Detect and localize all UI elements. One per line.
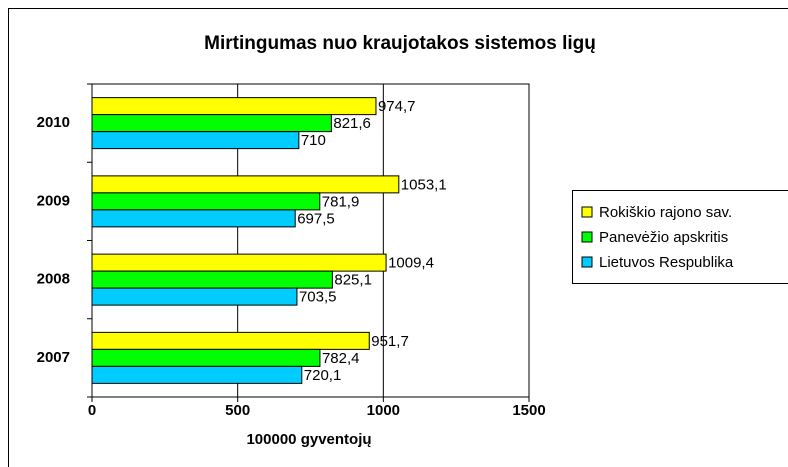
bar (91, 209, 296, 228)
legend-label: Panevėžio apskritis (599, 229, 728, 246)
legend-label: Lietuvos Respublika (599, 254, 734, 271)
legend-swatch (581, 206, 593, 218)
data-label: 697,5 (297, 210, 335, 227)
bar (91, 131, 300, 150)
bar (91, 253, 387, 272)
data-label: 1053,1 (401, 176, 447, 193)
y-tick-label: 2008 (37, 271, 70, 288)
y-tick-label: 2007 (37, 349, 70, 366)
chart-title: Mirtingumas nuo kraujotakos sistemos lig… (204, 33, 596, 54)
data-label: 951,7 (371, 333, 409, 350)
x-tick-label: 1500 (512, 402, 545, 419)
bar (91, 331, 370, 350)
bar (91, 114, 332, 133)
data-label: 1009,4 (388, 255, 434, 272)
legend-swatch (581, 231, 593, 243)
data-label: 720,1 (304, 367, 342, 384)
bar (91, 192, 321, 211)
bar (91, 348, 321, 367)
bar (91, 270, 333, 289)
x-axis-title: 100000 gyventojų (246, 431, 371, 448)
data-label: 974,7 (378, 98, 416, 115)
bar (91, 287, 298, 306)
bar (91, 97, 377, 116)
x-tick-label: 500 (225, 402, 250, 419)
bar (91, 175, 400, 194)
data-label: 821,6 (333, 115, 371, 132)
y-tick-label: 2010 (37, 114, 70, 131)
data-label: 710 (301, 132, 326, 149)
data-label: 703,5 (299, 289, 337, 306)
legend-swatch (581, 256, 593, 268)
legend (572, 190, 788, 284)
data-label: 781,9 (322, 193, 360, 210)
legend-label: Rokiškio rajono sav. (599, 204, 732, 221)
bar (91, 365, 303, 384)
data-label: 825,1 (334, 272, 372, 289)
y-tick-label: 2009 (37, 192, 70, 209)
data-label: 782,4 (322, 350, 360, 367)
x-tick-label: 1000 (367, 402, 400, 419)
x-tick-label: 0 (88, 402, 96, 419)
